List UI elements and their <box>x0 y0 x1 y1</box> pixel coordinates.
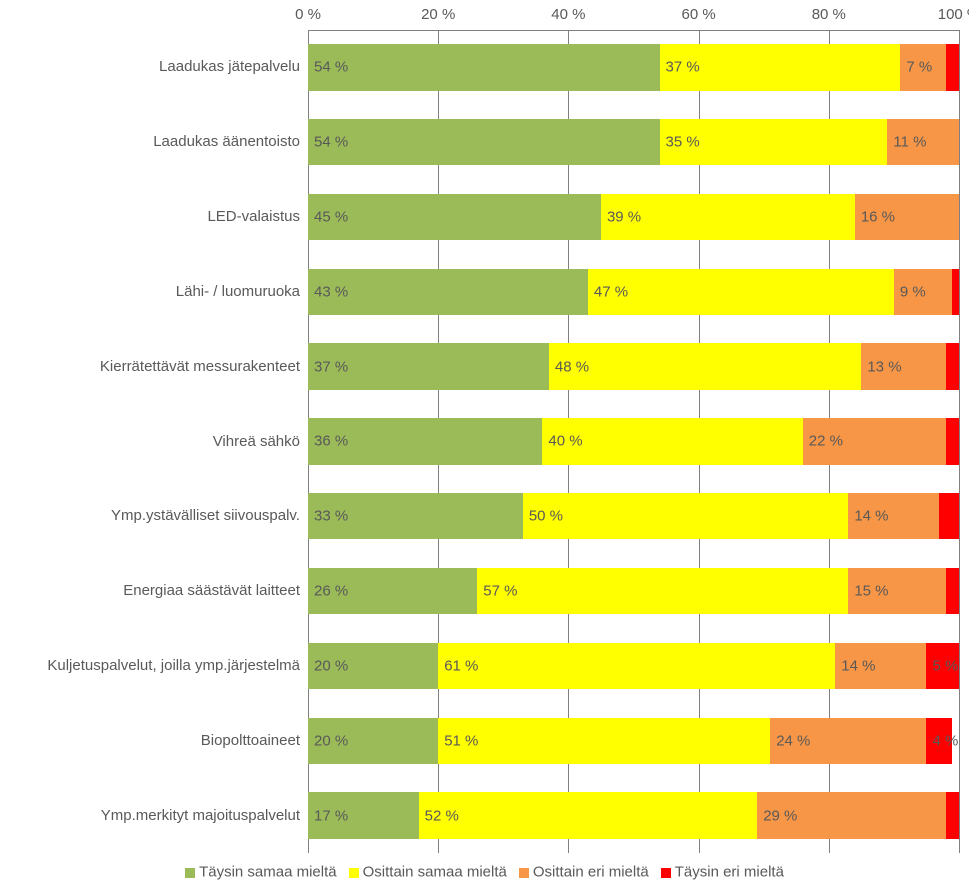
x-axis-tick-label: 20 % <box>421 6 455 23</box>
bar-value-label: 40 % <box>542 433 582 450</box>
bar-value-label: 15 % <box>848 583 888 600</box>
bar-value-label: 7 % <box>900 59 932 76</box>
bar-row: 37 % 48 % 13 % <box>308 343 959 389</box>
bar-segment <box>946 343 959 389</box>
legend-item: Täysin samaa mieltä <box>185 863 337 881</box>
bar-segment <box>477 568 848 614</box>
bar-segment <box>419 792 758 838</box>
bar-segment <box>438 718 770 764</box>
bar-value-label: 54 % <box>308 59 348 76</box>
category-label: Kierrätettävät messurakenteet <box>100 358 300 375</box>
bar-value-label: 61 % <box>438 657 478 674</box>
bar-row: 20 % 61 % 14 % 5 % <box>308 643 959 689</box>
category-label: Vihreä sähkö <box>213 433 300 450</box>
bar-row: 45 % 39 % 16 % <box>308 194 959 240</box>
bar-value-label: 35 % <box>660 134 700 151</box>
bar-value-label: 5 % <box>926 657 958 674</box>
legend-swatch <box>661 868 671 878</box>
bar-row: 33 % 50 % 14 % <box>308 493 959 539</box>
x-axis-tick-label: 60 % <box>681 6 715 23</box>
bar-segment <box>946 418 959 464</box>
bar-value-label: 9 % <box>894 283 926 300</box>
bar-row: 17 % 52 % 29 % <box>308 792 959 838</box>
legend-label: Osittain eri mieltä <box>533 864 649 881</box>
legend-item: Täysin eri mieltä <box>661 863 784 881</box>
bar-value-label: 14 % <box>835 657 875 674</box>
bar-row: 20 % 51 % 24 % 4 % <box>308 718 959 764</box>
bar-value-label: 16 % <box>855 209 895 226</box>
category-label: Laadukas äänentoisto <box>153 133 300 150</box>
bar-value-label: 4 % <box>926 732 958 749</box>
bar-segment <box>952 269 959 315</box>
bar-segment <box>523 493 849 539</box>
bar-row: 26 % 57 % 15 % <box>308 568 959 614</box>
bar-value-label: 17 % <box>308 807 348 824</box>
category-labels: Laadukas jätepalvelu Laadukas äänentoisto… <box>0 30 308 853</box>
bar-segment <box>438 643 835 689</box>
category-label: Kuljetuspalvelut, joilla ymp.järjestelmä <box>47 657 300 674</box>
bar-segment <box>946 792 959 838</box>
bar-segment <box>946 44 959 90</box>
bar-value-label: 50 % <box>523 508 563 525</box>
category-label: Lähi- / luomuruoka <box>176 283 300 300</box>
legend-swatch <box>519 868 529 878</box>
bar-segment <box>308 269 588 315</box>
bar-value-label: 20 % <box>308 657 348 674</box>
bar-value-label: 51 % <box>438 732 478 749</box>
legend-swatch <box>349 868 359 878</box>
bar-segment <box>946 568 959 614</box>
bar-value-label: 37 % <box>660 59 700 76</box>
bar-segment <box>939 493 959 539</box>
bar-value-label: 43 % <box>308 283 348 300</box>
bar-segment <box>549 343 861 389</box>
bar-value-label: 20 % <box>308 732 348 749</box>
bar-row: 54 % 37 % 7 % <box>308 44 959 90</box>
bar-value-label: 24 % <box>770 732 810 749</box>
legend-label: Osittain samaa mieltä <box>363 864 507 881</box>
bar-value-label: 39 % <box>601 209 641 226</box>
chart: 0 %20 %40 %60 %80 %100 % 54 %37 %7 %54 %… <box>0 0 969 887</box>
bar-segment <box>588 269 894 315</box>
category-label: Biopolttoaineet <box>201 732 300 749</box>
bar-segment <box>308 119 660 165</box>
bar-value-label: 13 % <box>861 358 901 375</box>
x-axis-tick-label: 40 % <box>551 6 585 23</box>
legend-swatch <box>185 868 195 878</box>
bar-value-label: 52 % <box>419 807 459 824</box>
x-axis: 0 %20 %40 %60 %80 %100 % <box>0 0 959 30</box>
bar-row: 54 % 35 % 11 % <box>308 119 959 165</box>
category-label: Ymp.ystävälliset siivouspalv. <box>111 507 300 524</box>
bar-segment <box>308 194 601 240</box>
bar-value-label: 47 % <box>588 283 628 300</box>
bar-segment <box>308 44 660 90</box>
legend: Täysin samaa mieltä Osittain samaa mieltä… <box>0 863 969 881</box>
category-label: Laadukas jätepalvelu <box>159 58 300 75</box>
bar-row: 43 % 47 % 9 % <box>308 269 959 315</box>
category-label: Energiaa säästävät laitteet <box>123 582 300 599</box>
category-label: LED-valaistus <box>207 208 300 225</box>
bar-value-label: 36 % <box>308 433 348 450</box>
plot-area: 54 %37 %7 %54 %35 %11 %45 %39 %16 %43 %4… <box>308 30 959 853</box>
bar-row: 36 % 40 % 22 % <box>308 418 959 464</box>
bar-value-label: 33 % <box>308 508 348 525</box>
gridline <box>959 30 960 853</box>
legend-item: Osittain eri mieltä <box>519 863 649 881</box>
bar-value-label: 14 % <box>848 508 888 525</box>
bar-value-label: 26 % <box>308 583 348 600</box>
bar-value-label: 54 % <box>308 134 348 151</box>
bar-value-label: 57 % <box>477 583 517 600</box>
bar-value-label: 45 % <box>308 209 348 226</box>
bar-value-label: 11 % <box>887 134 926 151</box>
bar-value-label: 48 % <box>549 358 589 375</box>
legend-item: Osittain samaa mieltä <box>349 863 507 881</box>
legend-label: Täysin eri mieltä <box>675 864 784 881</box>
category-label: Ymp.merkityt majoituspalvelut <box>101 807 300 824</box>
bar-value-label: 22 % <box>803 433 843 450</box>
bar-value-label: 37 % <box>308 358 348 375</box>
legend-label: Täysin samaa mieltä <box>199 864 337 881</box>
x-axis-tick-label: 0 % <box>295 6 321 23</box>
bar-value-label: 29 % <box>757 807 797 824</box>
x-axis-tick-label: 100 % <box>938 6 969 23</box>
x-axis-tick-label: 80 % <box>812 6 846 23</box>
